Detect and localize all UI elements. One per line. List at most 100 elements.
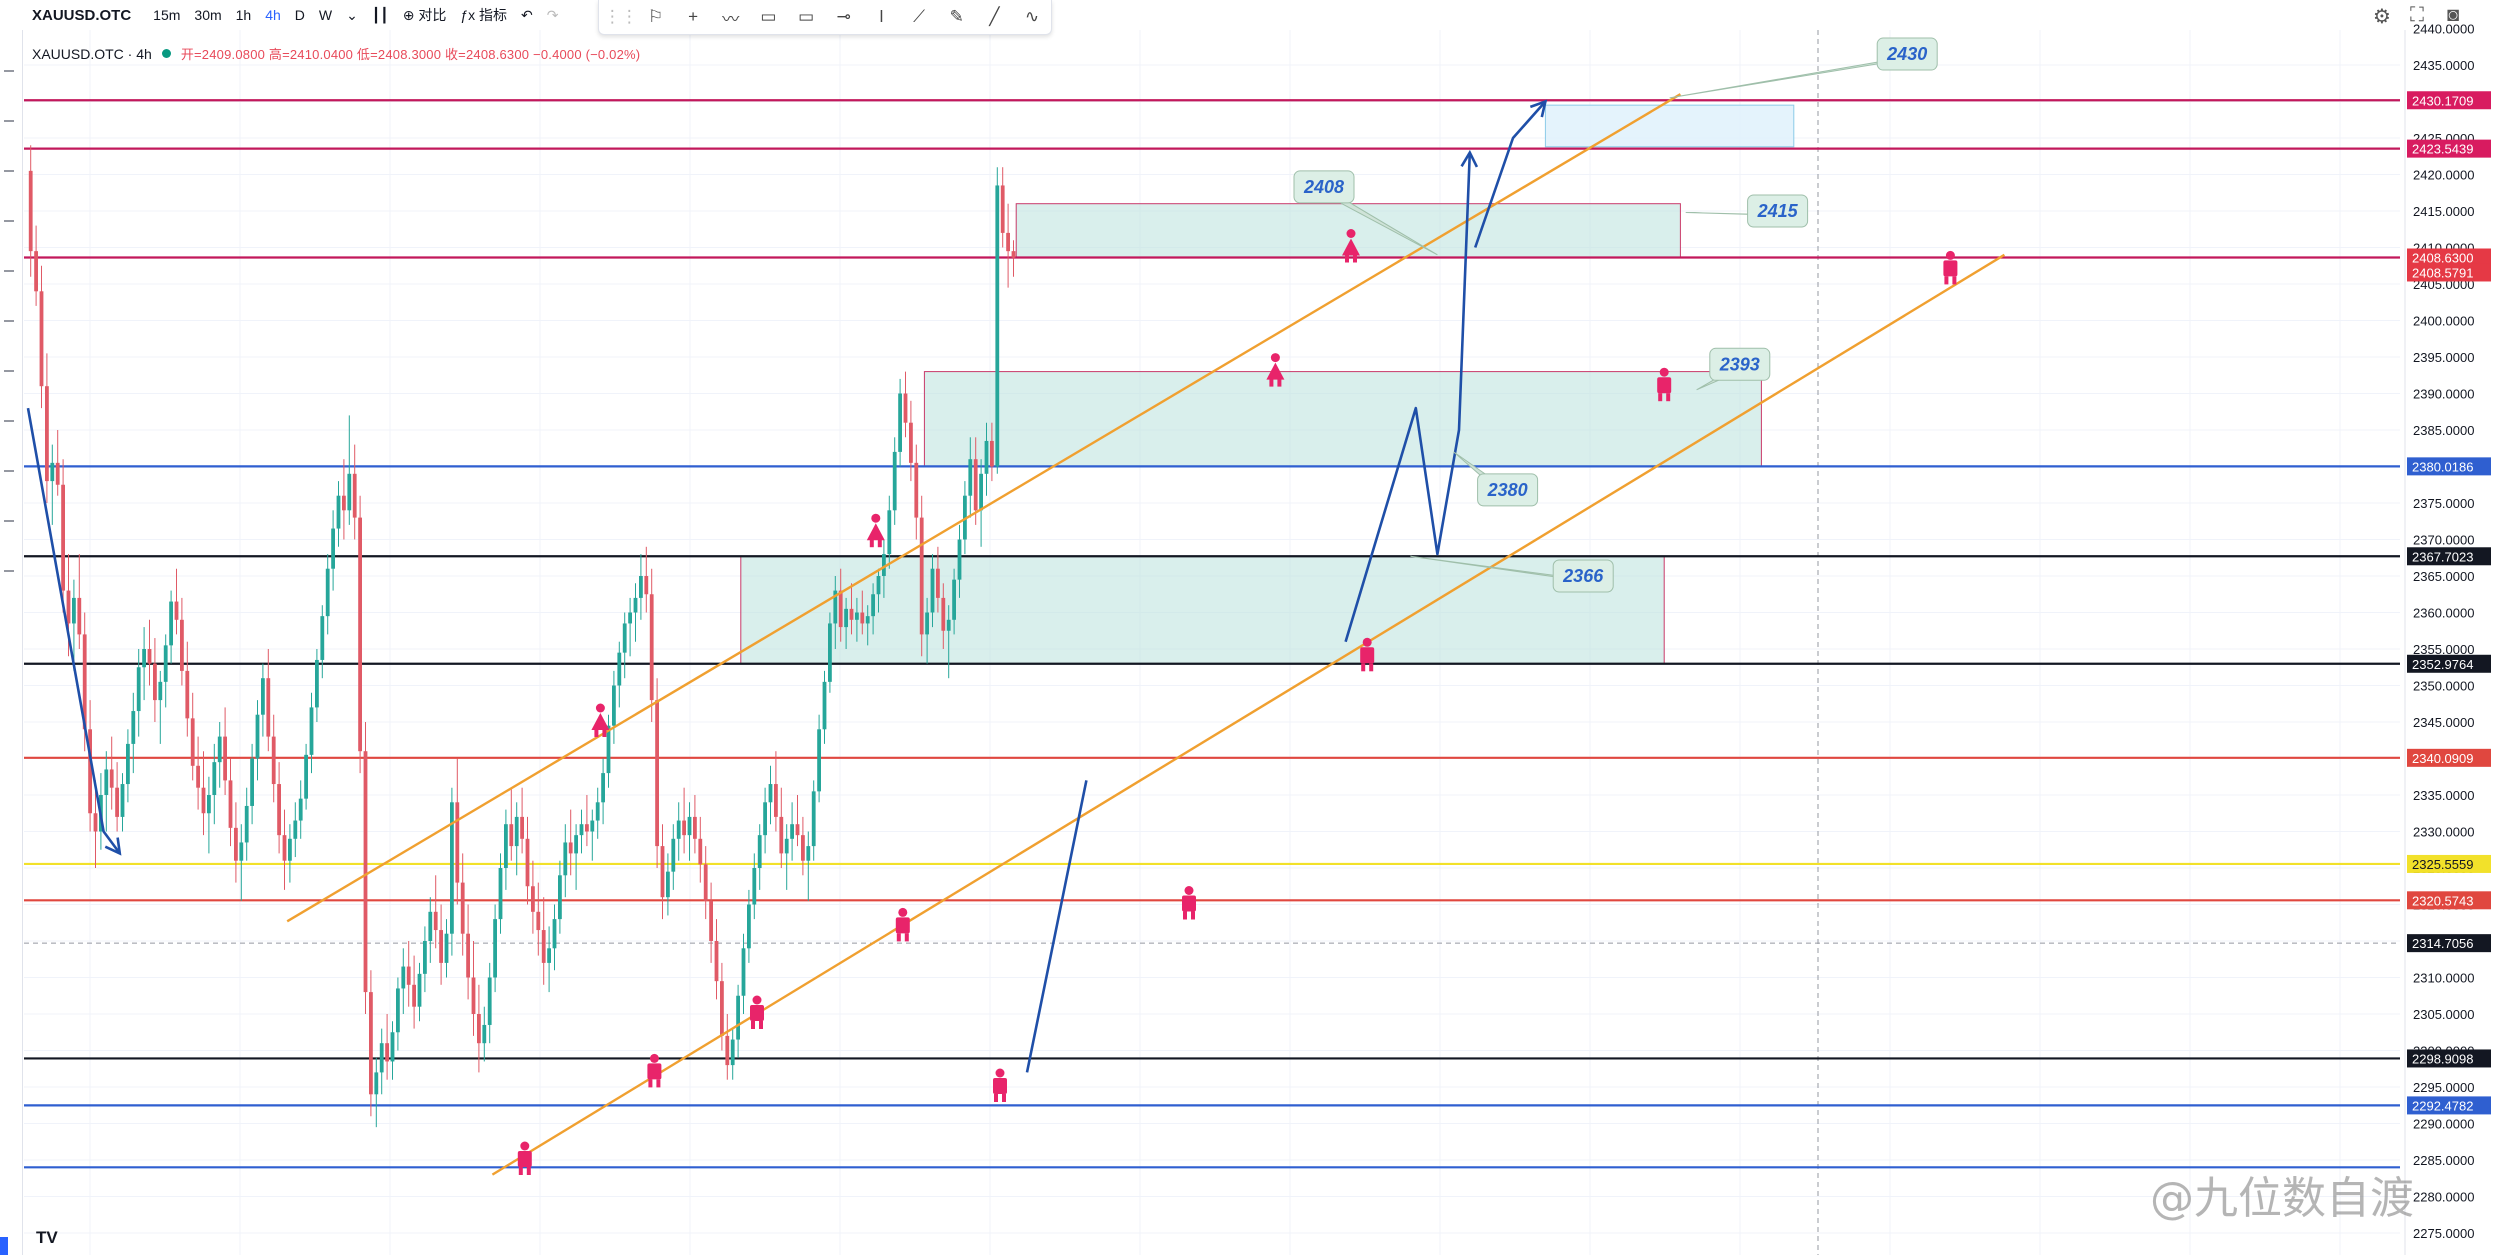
axis-tick-label: 2365.0000 (2413, 569, 2474, 584)
tradingview-logo: TV (36, 1228, 58, 1247)
marker-leg (1666, 393, 1671, 402)
candle-body (293, 820, 298, 839)
candle-body (774, 784, 778, 817)
fullscreen-icon[interactable]: ⛶ (2410, 4, 2424, 26)
compare-button[interactable]: ⊕ 对比 (403, 5, 447, 25)
axis-tick-label: 2400.0000 (2413, 314, 2474, 329)
price-label-text: 2298.9098 (2412, 1051, 2473, 1066)
eye-tool-icon[interactable] (4, 570, 14, 572)
candle-body (466, 933, 470, 978)
candle-body (185, 670, 190, 719)
candle-body (595, 802, 600, 821)
path-icon[interactable]: ⟋ (913, 7, 926, 26)
symbol-search[interactable]: XAUUSD.OTC (32, 6, 132, 24)
candle-body (212, 762, 217, 795)
indicators-button[interactable]: ƒx 指标 (460, 5, 507, 25)
trend-line-tool-icon[interactable] (4, 120, 14, 122)
marker-body (1342, 238, 1360, 256)
price-label-badge (2407, 139, 2491, 158)
price-axis[interactable]: 2275.0000 2280.0000 2285.0000 2290.0000 2295… (2404, 22, 2495, 1255)
candle-body (239, 842, 244, 861)
pattern-tool-icon[interactable] (4, 220, 14, 222)
redo-icon[interactable]: ↷ (546, 6, 559, 23)
candle-body (558, 875, 562, 920)
marker-head (1184, 886, 1194, 895)
horizontal-ray-icon[interactable]: ⊸ (836, 7, 851, 26)
candle-body (909, 422, 913, 463)
candle-body (736, 995, 740, 1040)
crosshair-icon[interactable]: + (688, 7, 699, 26)
zoom-tool-icon[interactable] (4, 420, 14, 422)
candle-body (752, 868, 757, 905)
callout-icon[interactable]: ▭ (798, 7, 815, 26)
candle-body (606, 725, 611, 774)
candle-body (217, 736, 222, 763)
cursor-tool-icon[interactable] (4, 70, 14, 72)
candle-body (703, 864, 708, 901)
candle-body (509, 824, 514, 847)
candle-body (833, 590, 838, 624)
marker-body (517, 1151, 532, 1167)
camera-icon[interactable]: ◙ (2447, 4, 2460, 26)
candle-body (82, 634, 87, 730)
signal-marker-icon (895, 907, 910, 942)
candle-body (936, 568, 940, 598)
trend-line-icon[interactable]: ╱ (989, 7, 1000, 26)
candle-body (412, 984, 416, 1007)
polyline-icon[interactable]: 〰 (722, 9, 740, 29)
candle-body (709, 900, 713, 941)
signal-marker-icon (1266, 353, 1285, 387)
signal-markers (517, 229, 1958, 1175)
candle-body (898, 393, 902, 452)
price-label-text: 2430.1709 (2412, 93, 2473, 108)
interval-1h[interactable]: 1h (235, 7, 252, 23)
fib-tool-icon[interactable] (4, 170, 14, 172)
callout-label: 2366 (1562, 566, 1604, 586)
brush-tool-icon[interactable] (4, 270, 14, 272)
sidebar-toggle[interactable] (0, 1237, 8, 1255)
brush-icon[interactable]: ✎ (949, 7, 964, 26)
chevron-down-icon[interactable]: ⌄ (346, 6, 358, 23)
price-label-text: 2380.0186 (2412, 459, 2473, 474)
settings-gear-icon[interactable]: ⚙ (2373, 6, 2391, 28)
price-label-badge (2407, 457, 2491, 476)
candle-body (493, 919, 497, 978)
candle-body (455, 802, 460, 883)
rectangle-icon[interactable]: ▭ (760, 7, 777, 26)
measure-tool-icon[interactable] (4, 370, 14, 372)
interval-15m[interactable]: 15m (153, 7, 181, 23)
lock-tool-icon[interactable] (4, 520, 14, 522)
candle-body (639, 576, 643, 598)
candle-body (190, 718, 195, 766)
vertical-line-icon[interactable]: ǀ (879, 7, 884, 26)
text-tool-icon[interactable] (4, 320, 14, 322)
interval-d[interactable]: D (294, 7, 305, 23)
axis-tick-label: 2395.0000 (2413, 350, 2474, 365)
candle-body (855, 612, 859, 620)
magnet-tool-icon[interactable] (4, 470, 14, 472)
candle-body (417, 973, 422, 1007)
signal-marker-icon (591, 703, 610, 737)
interval-4h[interactable]: 4h (265, 7, 281, 23)
candle-body (309, 707, 314, 755)
candle-body (1006, 232, 1010, 252)
undo-icon[interactable]: ↶ (521, 6, 533, 23)
candle-body (892, 451, 897, 511)
candle-style-icon[interactable]: ┃┃ (371, 6, 389, 23)
drawing-tools-strip[interactable] (0, 30, 23, 1255)
candle-body (973, 459, 978, 511)
candle-body (946, 619, 951, 631)
candle-body (887, 510, 892, 555)
candle-body (180, 619, 184, 671)
interval-w[interactable]: W (318, 7, 333, 23)
candle-body (714, 941, 719, 982)
marker-head (1270, 353, 1280, 363)
flag-icon[interactable]: ⚐ (647, 7, 664, 26)
interval-30m[interactable]: 30m (194, 7, 222, 23)
drag-handle-icon[interactable]: ⋮⋮ (603, 7, 638, 26)
candle-body (779, 816, 784, 854)
pattern-icon[interactable]: ∿ (1024, 7, 1040, 26)
price-zones (740, 104, 1795, 665)
forecast-arrows (26, 99, 1548, 1073)
